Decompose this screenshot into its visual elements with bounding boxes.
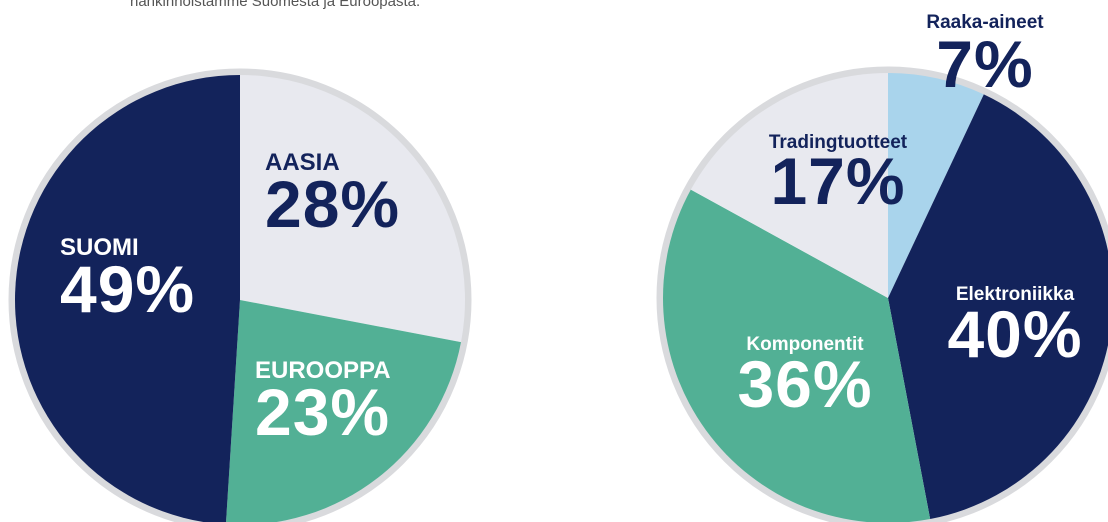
slice-label: EUROOPPA [255,357,391,384]
slice-label: AASIA [265,149,340,176]
slice-value-label: 40% [947,297,1082,371]
slice-value-label: 17% [770,144,905,218]
slice-value-label: 36% [737,347,872,421]
pie-border [8,68,472,522]
slice-value-label: 49% [60,252,195,326]
slice-label: Komponentit [746,334,864,355]
pie-slice [226,300,462,522]
pie-slice [15,75,240,522]
slice-label: Raaka-aineet [926,12,1044,33]
pie-slice [240,75,465,343]
slice-value-label: 23% [255,375,390,449]
intro-text: hankinnoistamme Suomesta ja Euroopasta. [130,0,420,10]
pie-slice [690,73,888,298]
pie-slice [888,73,984,298]
slice-label: Elektroniikka [956,284,1075,305]
slice-label: Tradingtuotteet [769,132,908,153]
pie-border [656,66,1108,522]
pie-slice [888,94,1108,520]
slice-label: SUOMI [60,234,139,261]
slice-value-label: 28% [265,167,400,241]
slice-value-label: 7% [936,27,1033,101]
pie-slice [663,189,931,522]
